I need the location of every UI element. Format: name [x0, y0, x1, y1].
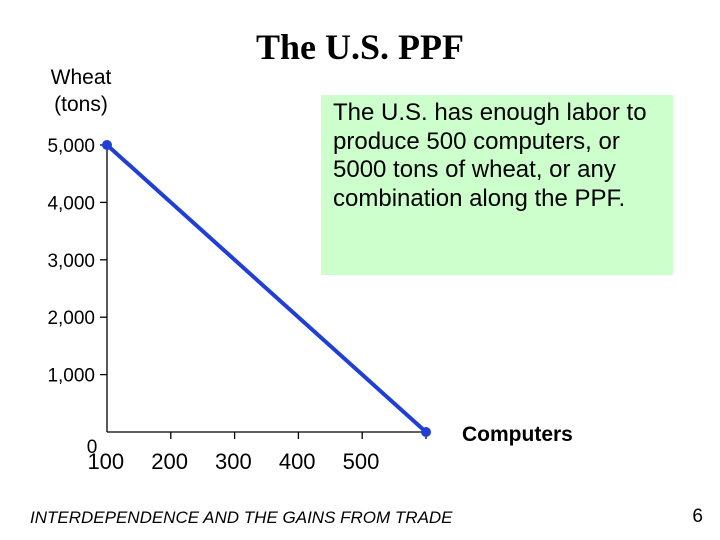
x-axis-label: Computers	[462, 423, 573, 446]
y-tick-label: 5,000	[47, 136, 95, 157]
footer-text: INTERDEPENDENCE AND THE GAINS FROM TRADE	[30, 508, 453, 527]
axes	[106, 145, 426, 433]
y-axis-label: Wheat (tons)	[50, 66, 112, 116]
x-tick-label: 200	[151, 449, 188, 474]
y-tick-label: 3,000	[47, 251, 95, 272]
slide-title: The U.S. PPF	[255, 27, 464, 67]
x-tick-label: 400	[279, 449, 316, 474]
ppf-endpoint	[102, 140, 112, 150]
ppf-line	[105, 143, 428, 434]
y-tick-label: 4,000	[47, 193, 95, 214]
tick-labels: 1,000 2,000 3,000 4,000 5,000 100 200 300 400 500…	[47, 136, 572, 474]
series	[102, 140, 431, 437]
x-tick-label: 300	[215, 449, 252, 474]
note-box: The U.S. has enough labor to produce 500…	[321, 95, 673, 275]
y-tick-label: 1,000	[47, 366, 95, 387]
origin-label: 0	[87, 437, 98, 458]
ppf-endpoint	[421, 427, 431, 437]
page-number: 6	[692, 506, 703, 527]
y-tick-label: 2,000	[47, 308, 95, 329]
x-tick-label: 500	[343, 449, 380, 474]
x-tick-label: 100	[87, 449, 124, 474]
